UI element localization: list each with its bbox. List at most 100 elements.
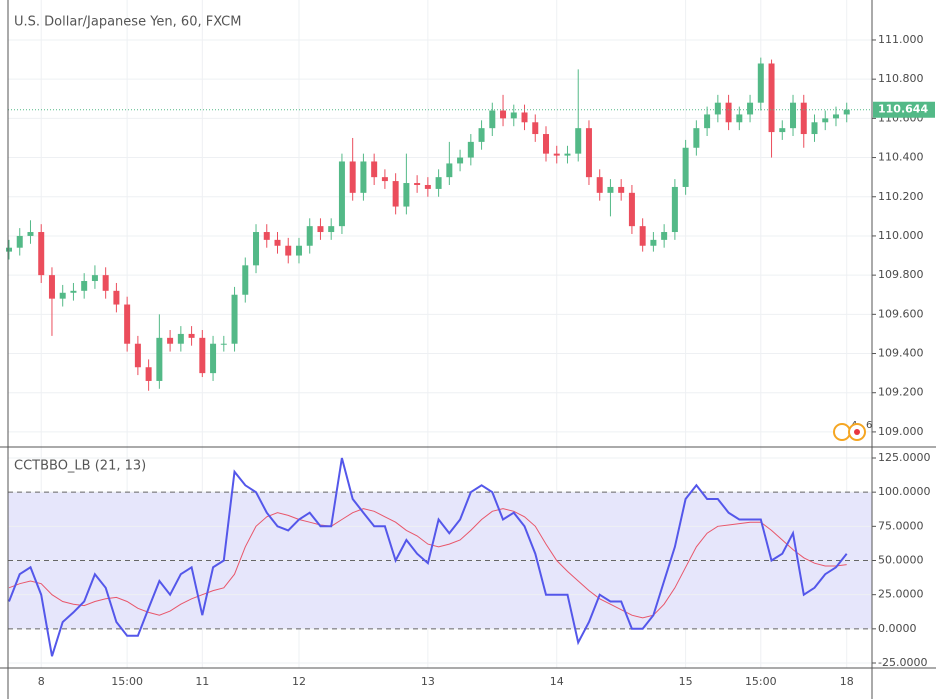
candle-body [510, 112, 517, 119]
y-tick-label: 109.400 [878, 347, 924, 360]
candle-body [156, 337, 163, 381]
candle-body [489, 110, 496, 129]
candle-body [328, 226, 335, 233]
y-tick-label: -25.0000 [878, 656, 927, 669]
candle-body [704, 114, 711, 129]
plot-layer [6, 0, 872, 668]
candle-body [27, 232, 34, 236]
event-count: 6 [866, 420, 872, 431]
candle-body [242, 265, 249, 295]
chart-title: U.S. Dollar/Japanese Yen, 60, FXCM [14, 15, 241, 30]
candle-body [263, 232, 270, 240]
candle-body [757, 63, 764, 103]
y-tick-label: 109.600 [878, 307, 924, 320]
y-tick-label: 0.0000 [878, 622, 917, 635]
candle-body [832, 114, 839, 119]
candle-body [725, 102, 732, 123]
candle-body [360, 161, 367, 193]
y-tick-label: 100.0000 [878, 485, 931, 498]
candle-body [220, 343, 227, 345]
last-price-box [873, 101, 935, 118]
candle-body [790, 102, 797, 129]
candle-body [811, 122, 818, 135]
candle-body [747, 102, 754, 115]
candle-body [338, 161, 345, 227]
last-price-label: 110.644 [878, 103, 928, 116]
candle-body [274, 239, 281, 246]
candle-body [779, 128, 786, 133]
y-tick-label: 110.000 [878, 229, 924, 242]
candle-body [167, 337, 174, 344]
x-tick-label: 14 [550, 675, 564, 688]
candle-body [800, 102, 807, 135]
event-icon[interactable] [833, 423, 851, 441]
y-tick-label: 109.200 [878, 386, 924, 399]
indicator-line [8, 457, 848, 657]
candle-body [639, 226, 646, 246]
candle-body [693, 128, 700, 148]
candle-body [285, 245, 292, 256]
candle-body [435, 177, 442, 189]
y-tick-label: 109.000 [878, 425, 924, 438]
candle-body [102, 275, 109, 291]
candle-body [575, 128, 582, 154]
candle-body [564, 153, 571, 156]
candle-body [38, 232, 45, 276]
candle-body [768, 63, 775, 133]
candle-body [585, 128, 592, 178]
y-tick-label: 110.200 [878, 190, 924, 203]
candle-body [381, 177, 388, 182]
candle-body [682, 147, 689, 187]
candle-body [403, 183, 410, 207]
candle-body [199, 337, 206, 374]
candle-body [843, 109, 850, 115]
candle-body [736, 114, 743, 123]
candle-body [392, 181, 399, 207]
candle-body [500, 110, 507, 119]
y-tick-label: 110.400 [878, 151, 924, 164]
candle-body [59, 292, 66, 299]
y-tick-label: 125.0000 [878, 451, 931, 464]
x-tick-label: 15:00 [745, 675, 777, 688]
candle-body [543, 134, 549, 154]
candle-body [553, 153, 560, 156]
y-tick-label: 110.800 [878, 72, 924, 85]
candle-body [317, 226, 324, 233]
candle-body [424, 184, 431, 189]
candle-body [414, 183, 421, 185]
candle-body [177, 333, 184, 344]
candle-body [478, 128, 485, 142]
candle-body [661, 232, 668, 240]
candle-body [113, 290, 120, 305]
candle-body [822, 118, 829, 123]
indicator-title: CCTBBO_LB (21, 13) [14, 459, 146, 474]
candle-body [145, 367, 152, 381]
x-tick-label: 8 [38, 675, 45, 688]
candle-body [532, 122, 539, 135]
event-dot [854, 429, 860, 435]
candle-body [349, 161, 356, 193]
y-tick-label: 109.800 [878, 268, 924, 281]
x-tick-label: 15:00 [111, 675, 143, 688]
candle-body [295, 245, 302, 256]
candle-body [210, 343, 217, 374]
y-tick-label: 50.0000 [878, 553, 924, 566]
candle-body [650, 239, 657, 246]
candle-body [124, 304, 131, 344]
candle-body [521, 112, 528, 123]
y-tick-label: 25.0000 [878, 588, 924, 601]
x-tick-label: 15 [679, 675, 693, 688]
candle-body [16, 235, 23, 248]
candle-body [91, 275, 98, 282]
y-tick-label: 111.000 [878, 33, 924, 46]
candle-body [253, 232, 260, 266]
candle-body [188, 333, 195, 338]
candle-body [607, 186, 614, 193]
candle-body [457, 157, 464, 164]
candle-body [714, 102, 721, 115]
candle-body [628, 192, 635, 227]
candle-body [371, 161, 378, 178]
candle-body [671, 186, 678, 233]
